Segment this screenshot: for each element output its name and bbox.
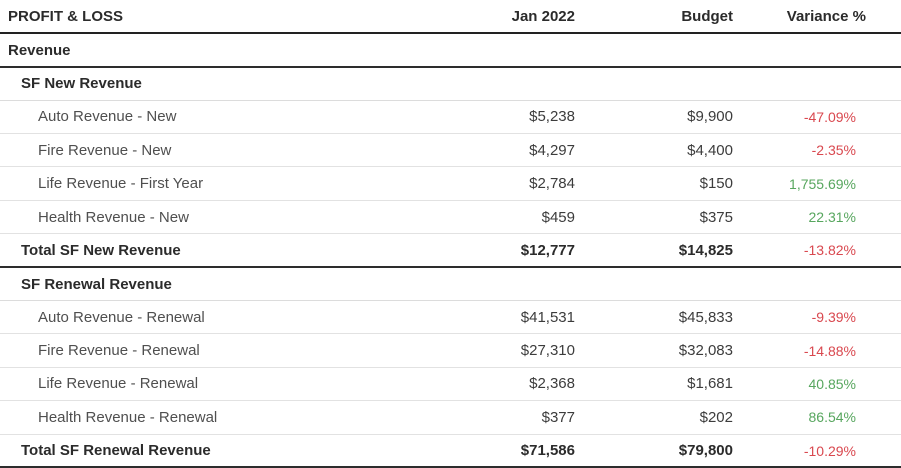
table-row: Health Revenue - Renewal $377 $202 86.54% (0, 400, 901, 435)
jan-2022-value: $4,297 (415, 133, 575, 168)
row-label: Life Revenue - First Year (0, 166, 415, 201)
row-label: SF Renewal Revenue (0, 267, 415, 302)
row-label: Total SF Renewal Revenue (0, 434, 415, 468)
table-row: Total SF New Revenue $12,777 $14,825 -13.82… (0, 233, 901, 269)
table-body: Revenue SF New Revenue Auto Revenue - New $… (0, 33, 901, 468)
jan-2022-value: $2,784 (415, 166, 575, 201)
variance-value: 22.31% (733, 200, 901, 235)
budget-value (575, 267, 733, 302)
jan-2022-value: $2,368 (415, 367, 575, 402)
budget-value: $202 (575, 400, 733, 435)
jan-2022-value (415, 66, 575, 101)
header-row: PROFIT & LOSS Jan 2022 Budget Variance % (0, 0, 901, 35)
variance-value: 1,755.69% (733, 166, 901, 201)
budget-value: $375 (575, 200, 733, 235)
budget-value (575, 33, 733, 68)
variance-value: 86.54% (733, 400, 901, 435)
row-label: Total SF New Revenue (0, 233, 415, 269)
row-label: Auto Revenue - Renewal (0, 300, 415, 335)
variance-value (733, 33, 901, 68)
row-label: Fire Revenue - New (0, 133, 415, 168)
variance-value: -10.29% (733, 434, 901, 468)
variance-value: -9.39% (733, 300, 901, 335)
row-label: Health Revenue - New (0, 200, 415, 235)
variance-value: -13.82% (733, 233, 901, 269)
row-label: Health Revenue - Renewal (0, 400, 415, 435)
budget-value: $79,800 (575, 434, 733, 468)
budget-value: $45,833 (575, 300, 733, 335)
table-row: Fire Revenue - New $4,297 $4,400 -2.35% (0, 133, 901, 168)
table-row: Revenue (0, 33, 901, 68)
variance-value: -2.35% (733, 133, 901, 168)
table-row: SF New Revenue (0, 66, 901, 101)
table-row: Fire Revenue - Renewal $27,310 $32,083 -14.… (0, 333, 901, 368)
table-row: SF Renewal Revenue (0, 267, 901, 302)
budget-value (575, 66, 733, 101)
column-header-profit-loss: PROFIT & LOSS (0, 0, 415, 35)
jan-2022-value (415, 33, 575, 68)
budget-value: $4,400 (575, 133, 733, 168)
variance-value (733, 267, 901, 302)
variance-value: -14.88% (733, 333, 901, 368)
jan-2022-value: $459 (415, 200, 575, 235)
budget-value: $9,900 (575, 100, 733, 135)
variance-value: 40.85% (733, 367, 901, 402)
row-label: Auto Revenue - New (0, 100, 415, 135)
jan-2022-value: $27,310 (415, 333, 575, 368)
row-label: Life Revenue - Renewal (0, 367, 415, 402)
column-header-variance: Variance % (733, 0, 901, 35)
jan-2022-value: $12,777 (415, 233, 575, 269)
jan-2022-value: $71,586 (415, 434, 575, 468)
table-row: Total SF Renewal Revenue $71,586 $79,800 -1… (0, 434, 901, 468)
column-header-budget: Budget (575, 0, 733, 35)
jan-2022-value (415, 267, 575, 302)
variance-value: -47.09% (733, 100, 901, 135)
table-row: Auto Revenue - New $5,238 $9,900 -47.09% (0, 100, 901, 135)
budget-value: $14,825 (575, 233, 733, 269)
table-row: Life Revenue - First Year $2,784 $150 1,755… (0, 166, 901, 201)
budget-value: $150 (575, 166, 733, 201)
row-label: Revenue (0, 33, 415, 68)
jan-2022-value: $41,531 (415, 300, 575, 335)
budget-value: $32,083 (575, 333, 733, 368)
row-label: SF New Revenue (0, 66, 415, 101)
jan-2022-value: $5,238 (415, 100, 575, 135)
jan-2022-value: $377 (415, 400, 575, 435)
table-row: Health Revenue - New $459 $375 22.31% (0, 200, 901, 235)
table-row: Life Revenue - Renewal $2,368 $1,681 40.85% (0, 367, 901, 402)
column-header-jan-2022: Jan 2022 (415, 0, 575, 35)
budget-value: $1,681 (575, 367, 733, 402)
table-row: Auto Revenue - Renewal $41,531 $45,833 -9.3… (0, 300, 901, 335)
row-label: Fire Revenue - Renewal (0, 333, 415, 368)
variance-value (733, 66, 901, 101)
